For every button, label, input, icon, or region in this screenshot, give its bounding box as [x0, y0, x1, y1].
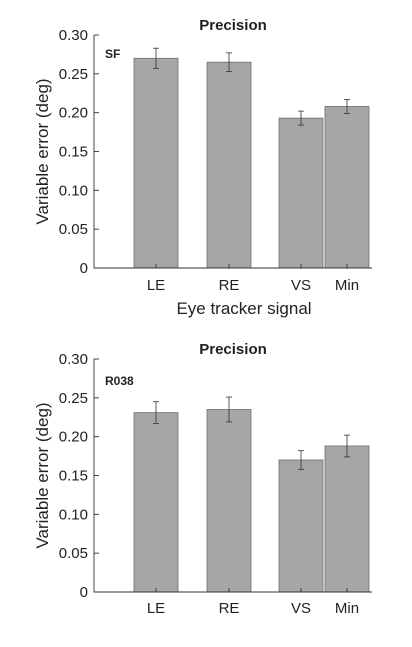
- x-tick-label: LE: [147, 277, 165, 294]
- bar: [206, 409, 252, 593]
- bar: [324, 445, 370, 593]
- bar: [278, 117, 324, 269]
- axes: [93, 359, 372, 593]
- y-tick-label: 0.05: [59, 221, 88, 238]
- chart-title: Precision: [199, 17, 267, 34]
- x-tick-label: VS: [291, 277, 311, 294]
- panel-label: R038: [105, 374, 134, 388]
- y-axis-label: Variable error (deg): [33, 402, 52, 548]
- x-tick-label: RE: [219, 277, 240, 294]
- x-tick-label: Min: [335, 600, 359, 617]
- bar: [206, 61, 252, 269]
- y-tick-label: 0.30: [59, 351, 88, 368]
- y-tick-label: 0.10: [59, 506, 88, 523]
- axes: [93, 35, 372, 269]
- y-axis-label: Variable error (deg): [33, 78, 52, 224]
- y-tick-label: 0.05: [59, 545, 88, 562]
- chart-panel-sf: Precision 0 0.05 0.10 0.15 0.20 0.25 0.30 LE RE VS…: [33, 17, 372, 318]
- x-tick-label: VS: [291, 600, 311, 617]
- y-tick-label: 0.15: [59, 144, 88, 161]
- x-tick-label: RE: [219, 600, 240, 617]
- bar: [133, 57, 179, 269]
- y-tick-label: 0.15: [59, 468, 88, 485]
- panel-label: SF: [105, 47, 120, 61]
- x-axis-label: Eye tracker signal: [176, 299, 311, 318]
- bar: [324, 106, 370, 269]
- chart-panel-r038: Precision 0 0.05 0.10 0.15 0.20 0.25 0.30 LE RE VS…: [33, 341, 372, 617]
- y-tick-label: 0.25: [59, 390, 88, 407]
- y-tick-label: 0: [80, 584, 88, 601]
- y-tick-label: 0: [80, 260, 88, 277]
- y-tick-label: 0.10: [59, 182, 88, 199]
- bar: [133, 412, 179, 593]
- x-tick-label: LE: [147, 600, 165, 617]
- y-tick-label: 0.25: [59, 66, 88, 83]
- y-tick-label: 0.20: [59, 429, 88, 446]
- bar: [278, 459, 324, 593]
- chart-title: Precision: [199, 341, 267, 358]
- y-tick-label: 0.30: [59, 27, 88, 44]
- y-tick-label: 0.20: [59, 105, 88, 122]
- x-tick-label: Min: [335, 277, 359, 294]
